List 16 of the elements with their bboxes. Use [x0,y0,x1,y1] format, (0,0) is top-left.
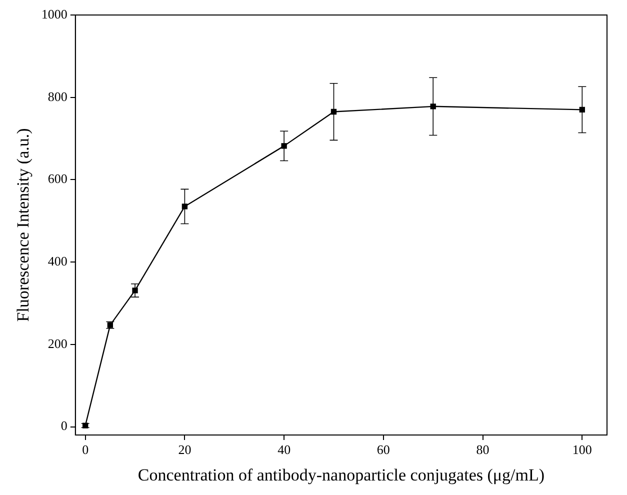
x-tick-label: 60 [376,442,390,458]
y-tick-label: 0 [60,418,68,434]
x-axis-title: Concentration of antibody-nanoparticle conjugates (μg/mL) [138,465,545,484]
x-tick-label: 100 [572,442,592,458]
point [182,204,188,210]
y-tick-label: 200 [48,336,68,351]
x-tick-label: 80 [476,442,490,458]
x-tick-label: 20 [178,442,192,458]
point [281,143,287,149]
y-tick-label: 600 [48,171,68,186]
y-axis-title: Fluorescence Intensity (a.u.) [14,128,33,322]
x-tick-label: 0 [82,442,89,458]
y-tick-label: 400 [48,253,68,268]
y-tick-label: 800 [48,88,68,104]
y-tick-label: 1000 [41,6,68,22]
x-tick-label: 40 [278,442,291,458]
